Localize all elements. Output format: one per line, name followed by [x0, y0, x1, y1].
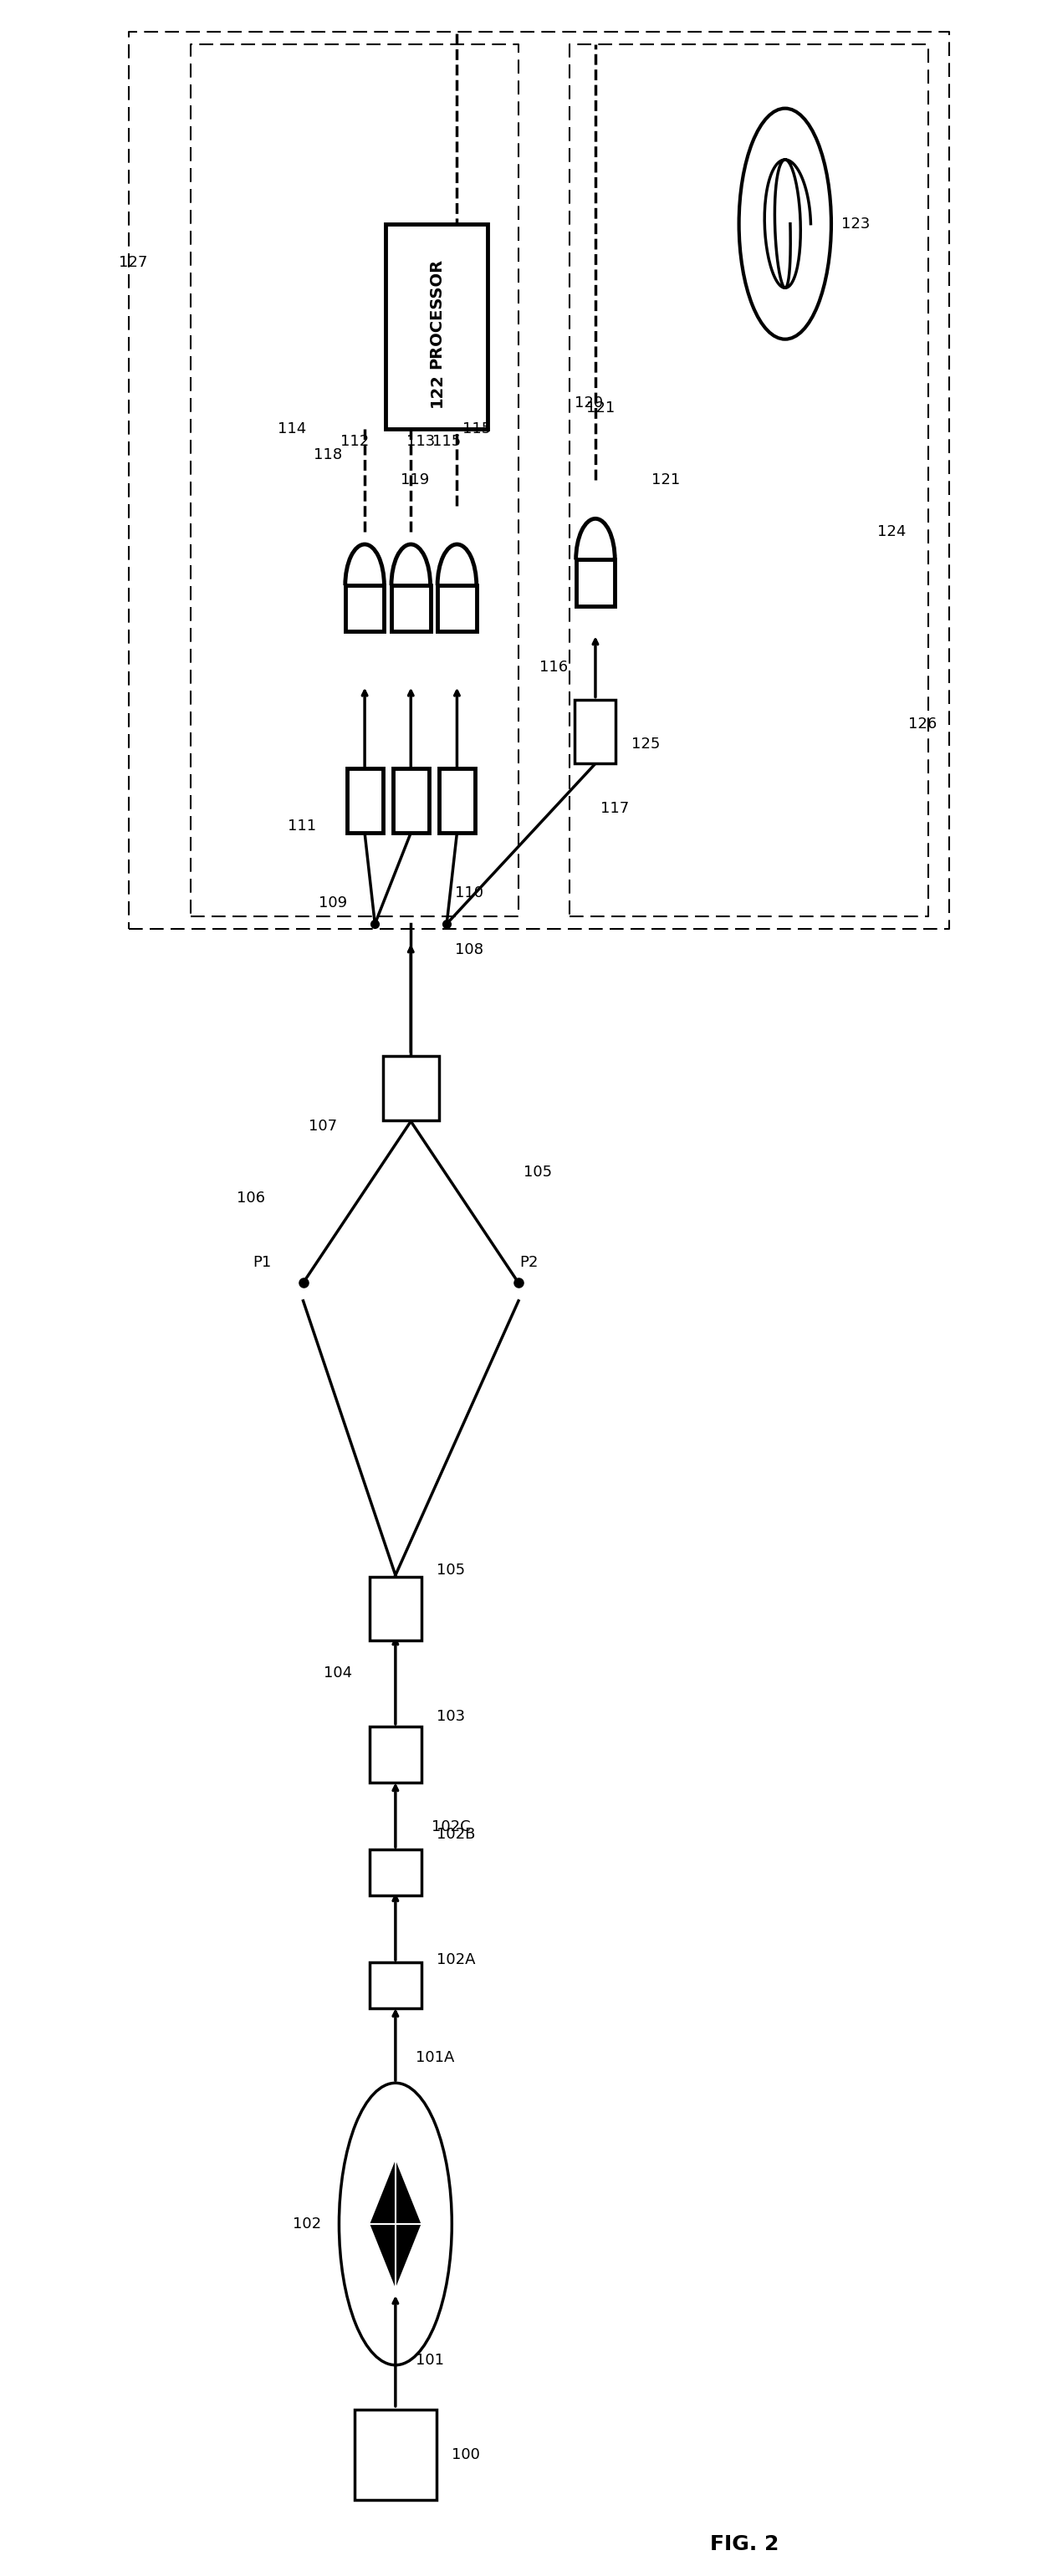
- Text: P1: P1: [253, 1255, 272, 1270]
- Bar: [370, 1963, 421, 2009]
- Bar: [383, 1056, 439, 1121]
- Polygon shape: [370, 2159, 421, 2287]
- Text: 110: 110: [455, 886, 483, 902]
- Text: 108: 108: [455, 943, 483, 958]
- Text: 127: 127: [118, 255, 147, 270]
- Bar: [385, 224, 487, 430]
- Text: 104: 104: [324, 1664, 353, 1680]
- Text: 121: 121: [652, 471, 680, 487]
- Text: 119: 119: [400, 471, 429, 487]
- Text: 116: 116: [539, 659, 567, 675]
- Text: PROCESSOR: PROCESSOR: [428, 258, 445, 368]
- Text: 102B: 102B: [437, 1826, 475, 1842]
- Text: 115: 115: [432, 435, 461, 448]
- Text: 101: 101: [416, 2352, 445, 2367]
- Text: 120: 120: [574, 397, 604, 410]
- Text: 113: 113: [407, 435, 436, 448]
- Text: 106: 106: [236, 1190, 264, 1206]
- Text: 114: 114: [278, 422, 306, 435]
- Bar: [355, 2411, 437, 2499]
- Bar: [370, 1577, 421, 1641]
- Bar: [576, 559, 615, 605]
- Text: 124: 124: [877, 523, 906, 538]
- Bar: [439, 768, 475, 832]
- Bar: [393, 768, 428, 832]
- Text: 122: 122: [428, 374, 445, 407]
- Text: 102C: 102C: [431, 1819, 471, 1834]
- Text: 102A: 102A: [437, 1953, 475, 1968]
- Bar: [370, 1850, 421, 1896]
- Text: P2: P2: [520, 1255, 538, 1270]
- Text: FIG. 2: FIG. 2: [709, 2535, 779, 2555]
- Text: 125: 125: [632, 737, 660, 752]
- Bar: [438, 585, 476, 631]
- Text: 105: 105: [437, 1564, 465, 1577]
- Text: 121: 121: [586, 402, 615, 415]
- Text: 123: 123: [841, 216, 870, 232]
- Text: 112: 112: [340, 435, 369, 448]
- Text: 107: 107: [308, 1118, 337, 1133]
- Text: 117: 117: [600, 801, 629, 817]
- Text: 109: 109: [318, 896, 347, 912]
- Text: 100: 100: [452, 2447, 480, 2463]
- Text: 103: 103: [437, 1708, 465, 1723]
- Bar: [370, 1726, 421, 1783]
- Text: 102: 102: [292, 2215, 321, 2231]
- Text: 105: 105: [524, 1164, 552, 1180]
- Text: 115: 115: [463, 422, 491, 435]
- Bar: [391, 585, 430, 631]
- Text: 118: 118: [313, 448, 342, 461]
- Text: 111: 111: [288, 819, 316, 835]
- Bar: [345, 585, 384, 631]
- Text: 101A: 101A: [416, 2050, 455, 2066]
- Text: 126: 126: [908, 716, 936, 732]
- Bar: [574, 701, 616, 762]
- Bar: [346, 768, 383, 832]
